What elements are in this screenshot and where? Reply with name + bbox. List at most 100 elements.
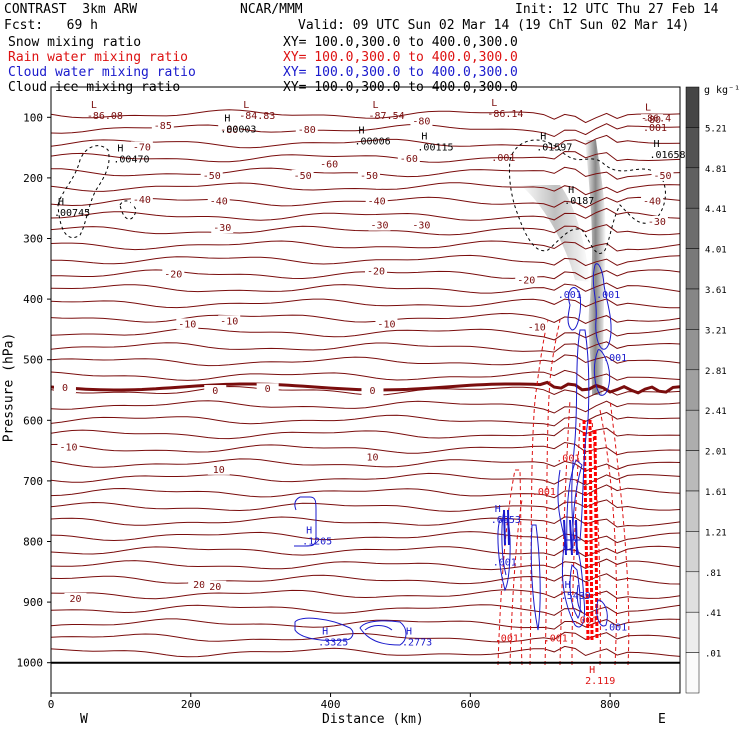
color-bar-label: 4.81 (705, 165, 727, 175)
field-xy-cloud-water: XY= 100.0,300.0 to 400.0,300.0 (283, 65, 518, 80)
contour-label-bg (204, 385, 227, 397)
contour-label-bg (410, 115, 433, 127)
contour-label-bg (218, 315, 241, 327)
extremum-symbol: L (372, 100, 378, 111)
color-bar-swatch (685, 248, 700, 290)
extremum-symbol: H (117, 144, 123, 155)
color-bar-swatch (685, 288, 700, 330)
temperature-contour (51, 472, 680, 486)
temperature-contour (51, 400, 680, 414)
field-xy-rain: XY= 100.0,300.0 to 400.0,300.0 (283, 50, 518, 65)
temperature-contour (51, 545, 680, 558)
org-label: NCAR/MMM (240, 2, 303, 17)
contour-label-bg (218, 123, 241, 135)
color-bar-label: 3.21 (705, 326, 727, 336)
temperature-contour (51, 573, 680, 585)
contour-label-bg (256, 383, 279, 395)
contour-label-bg (525, 321, 548, 333)
temperature-contour (51, 631, 680, 643)
contour-label-bg (130, 194, 153, 206)
contour-label: -20 (517, 276, 535, 287)
plot-frame (50, 86, 681, 694)
temperature-contour (51, 240, 680, 252)
contour-label-bg (291, 169, 314, 181)
contour-label: -80 (412, 116, 430, 127)
rain-core (582, 419, 599, 641)
contour-label: -40 (368, 196, 386, 207)
color-bar-swatch (685, 450, 700, 492)
color-bar-swatch (685, 409, 700, 451)
extremum-value: .00745 (54, 208, 90, 219)
temperature-contour (51, 645, 680, 658)
y-tick-label: 900 (23, 596, 43, 609)
contour-label: 0 (212, 386, 218, 397)
contour-label: -20 (164, 270, 182, 281)
contour-label: -60 (320, 159, 338, 170)
valid-time: Valid: 09 UTC Sun 02 Mar 14 (19 ChT Sun … (298, 18, 690, 33)
y-tick-label: 800 (23, 536, 43, 549)
contour-label-bg (295, 123, 318, 135)
contour-label-bg (130, 141, 153, 153)
extremum-value: -87.54 (368, 111, 404, 122)
contour-label: -70 (133, 142, 151, 153)
contour-label: 20 (69, 594, 81, 605)
contour-label-bg (176, 318, 199, 330)
contour-value-label: .001 (603, 623, 627, 634)
contour-value-label: .001 (556, 454, 580, 465)
extremum-symbol: H (495, 504, 501, 515)
contour-label-bg (357, 169, 380, 181)
contour-label: -80 (298, 125, 316, 136)
contour-label: -30 (370, 221, 388, 232)
contour-value-label: .001 (643, 123, 667, 134)
contour-value-label: .001 (574, 615, 598, 626)
contour-label: -30 (213, 223, 231, 234)
contour-value-label: .001 (544, 633, 568, 644)
x-tick-label: 400 (321, 698, 341, 711)
extremum-value: .00115 (417, 143, 453, 154)
x-tick-label: 800 (600, 698, 620, 711)
temperature-contour (51, 589, 680, 600)
color-bar-swatch (685, 490, 700, 532)
y-tick-label: 500 (23, 354, 43, 367)
y-tick-label: 600 (23, 414, 43, 427)
extremum-symbol: L (91, 100, 97, 111)
temperature-contour (51, 411, 680, 427)
color-bar-label: 2.81 (705, 367, 727, 377)
contour-label: -10 (377, 319, 395, 330)
contour-label-bg (53, 382, 76, 393)
contour-label-bg (188, 578, 211, 590)
contour-label-bg (318, 158, 341, 170)
contour-label: -50 (653, 171, 671, 182)
extremum-value: -84.83 (239, 111, 275, 122)
contour-label: 0 (265, 384, 271, 395)
model-title: CONTRAST 3km ARW (4, 2, 138, 17)
contour-label: -40 (643, 196, 661, 207)
temperature-contour (51, 458, 680, 472)
x-tick-label: 0 (48, 698, 55, 711)
contour-label: -80 (643, 115, 661, 126)
temperature-contour (51, 618, 680, 630)
extremum-value: .6953 (491, 515, 521, 526)
contour-value-label: .001 (532, 487, 556, 498)
extremum-symbol: L (645, 102, 651, 113)
contour-label: -50 (360, 171, 378, 182)
x-axis-title: Distance (km) (322, 712, 424, 727)
color-bar-swatch (685, 652, 700, 694)
contour-label-bg (645, 215, 668, 227)
contour-label-bg (641, 114, 664, 126)
contour-label-bg (211, 222, 234, 234)
contour-value-label: .001 (603, 353, 627, 364)
east-label: E (658, 712, 666, 727)
color-bar-label: 2.41 (705, 407, 727, 417)
x-tick-label: 600 (460, 698, 480, 711)
cloud-water-core (503, 509, 578, 556)
contour-label: -80 (220, 125, 238, 136)
contour-value-label: .001 (491, 153, 515, 164)
extremum-symbol: H (406, 627, 412, 638)
contour-label-bg (515, 274, 538, 286)
color-bar-label: 4.41 (705, 205, 727, 215)
temperature-contour (51, 182, 680, 196)
field-name-cloud-water: Cloud water mixing ratio (8, 65, 196, 80)
extremum-symbol: H (568, 185, 574, 196)
